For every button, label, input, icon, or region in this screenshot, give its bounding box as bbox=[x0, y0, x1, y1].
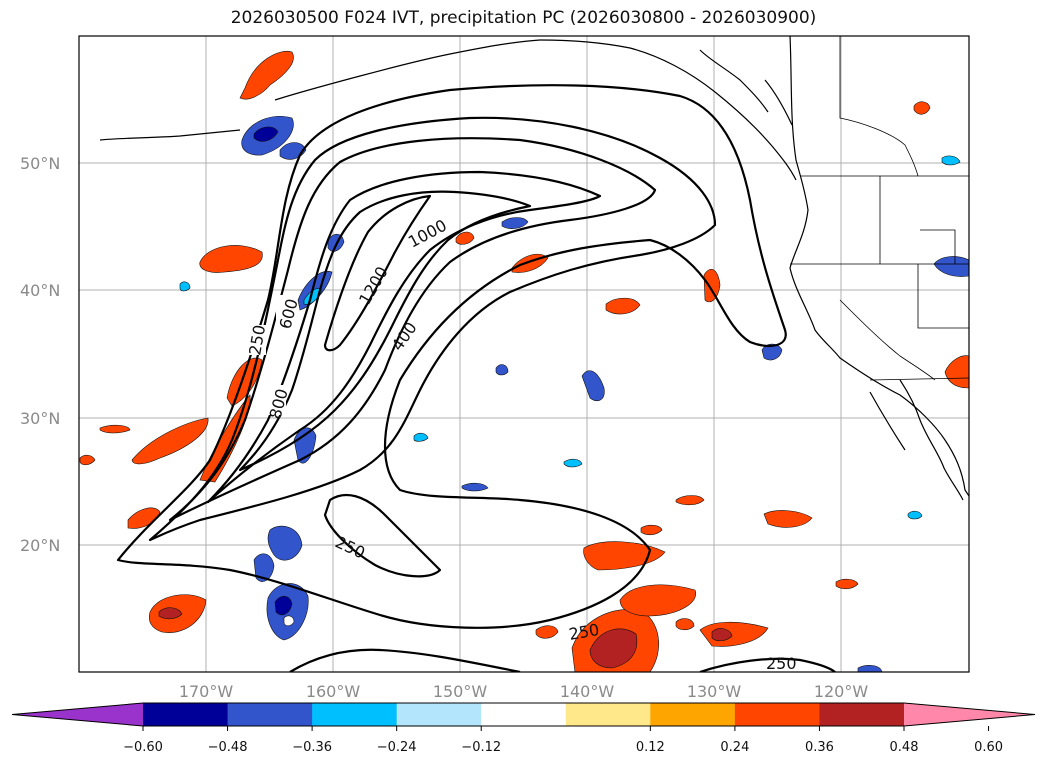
lat-label-50n: 50°N bbox=[20, 154, 60, 173]
graticule bbox=[79, 36, 969, 672]
ivt-contours bbox=[116, 84, 836, 672]
colorbar-segment bbox=[396, 703, 482, 726]
lon-label-170w: 170°W bbox=[179, 682, 234, 701]
colorbar-tick-label: −0.24 bbox=[377, 740, 417, 755]
lon-label-140w: 140°W bbox=[560, 682, 615, 701]
lat-label-30n: 30°N bbox=[20, 409, 60, 428]
colorbar-tick-label: 0.24 bbox=[720, 740, 749, 755]
colorbar-segment bbox=[565, 703, 651, 726]
coastlines bbox=[99, 36, 969, 501]
colorbar-segment bbox=[312, 703, 398, 726]
lon-label-120w: 120°W bbox=[814, 682, 869, 701]
latitude-labels: 50°N 40°N 30°N 20°N bbox=[20, 154, 60, 555]
map-frame bbox=[78, 35, 970, 673]
longitude-labels: 170°W 160°W 150°W 140°W 130°W 120°W bbox=[179, 682, 869, 701]
colorbar-segment bbox=[481, 703, 567, 726]
colorbar-segment bbox=[650, 703, 736, 726]
colorbar-segment bbox=[227, 703, 313, 726]
colorbar-extend-low bbox=[12, 703, 143, 726]
precip-positive-anomalies bbox=[79, 50, 969, 672]
state-borders bbox=[790, 36, 969, 381]
colorbar-extend-high bbox=[904, 703, 1035, 726]
lat-label-20n: 20°N bbox=[20, 536, 60, 555]
colorbar-tick-label: −0.12 bbox=[461, 740, 501, 755]
colorbar-tick-label: −0.60 bbox=[123, 740, 163, 755]
colorbar-tick-label: 0.48 bbox=[890, 740, 919, 755]
contour-label-250-d: 250 bbox=[766, 654, 797, 673]
lat-label-40n: 40°N bbox=[20, 281, 60, 300]
colorbar-tick-label: −0.36 bbox=[292, 740, 332, 755]
colorbar-segment bbox=[734, 703, 820, 726]
lon-label-130w: 130°W bbox=[687, 682, 742, 701]
lon-label-150w: 150°W bbox=[433, 682, 488, 701]
colorbar-tick-label: 0.12 bbox=[636, 740, 665, 755]
colorbar: −0.60 −0.48 −0.36 −0.24 −0.12 0.12 0.24 0.36 0.4… bbox=[11, 702, 1036, 755]
map-title: 2026030500 F024 IVT, precipitation PC (2… bbox=[230, 8, 817, 28]
colorbar-segment bbox=[143, 703, 229, 726]
lon-label-160w: 160°W bbox=[306, 682, 361, 701]
map-panel bbox=[79, 36, 969, 672]
colorbar-tick-label: −0.48 bbox=[208, 740, 248, 755]
colorbar-segment bbox=[819, 703, 905, 726]
colorbar-tick-label: 0.36 bbox=[805, 740, 834, 755]
colorbar-tick-label: 0.60 bbox=[974, 740, 1003, 755]
